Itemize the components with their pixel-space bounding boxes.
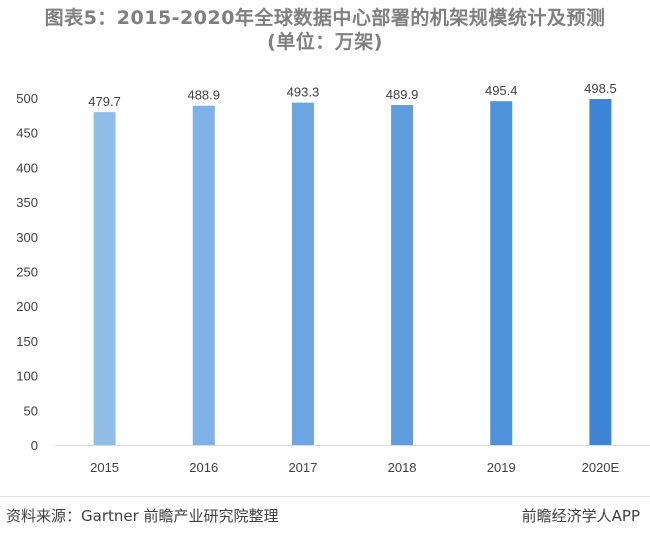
x-tick-label: 2018 [388, 460, 417, 475]
x-tick-label: 2017 [288, 460, 317, 475]
bar-2019 [490, 101, 513, 446]
y-tick-label: 200 [16, 299, 38, 314]
y-tick-label: 50 [24, 403, 38, 418]
data-label-2016: 488.9 [187, 88, 220, 103]
brand-watermark: 前瞻经济学人APP [521, 507, 640, 525]
y-tick-label: 150 [16, 334, 38, 349]
data-label-2017: 493.3 [287, 85, 320, 100]
y-tick-label: 0 [31, 438, 38, 453]
title-line: 图表5：2015-2020年全球数据中心部署的机架规模统计及预测 [44, 7, 606, 29]
source-note: 资料来源：Gartner 前瞻产业研究院整理 [6, 507, 279, 525]
x-tick-label: 2019 [487, 460, 516, 475]
data-label-2018: 489.9 [386, 87, 419, 102]
footer-divider [0, 496, 650, 497]
bar-2020E [589, 99, 612, 445]
bar-2017 [291, 102, 314, 445]
y-tick-label: 400 [16, 160, 38, 175]
bar-chart: 0 50 100 150 200 250 300 350 400 450 500 479.7 488.… [16, 81, 650, 475]
bar-2015 [93, 112, 116, 446]
data-label-2020E: 498.5 [584, 81, 617, 96]
y-tick-label: 450 [16, 126, 38, 141]
x-tick-label: 2016 [189, 460, 218, 475]
data-label-2019: 495.4 [485, 83, 518, 98]
subtitle-line: (单位：万架) [267, 31, 383, 53]
x-tick-label: 2015 [90, 460, 119, 475]
y-tick-label: 350 [16, 195, 38, 210]
y-tick-label: 500 [16, 91, 38, 106]
y-tick-label: 100 [16, 369, 38, 384]
y-tick-label: 250 [16, 265, 38, 280]
chart-title: 图表5：2015-2020年全球数据中心部署的机架规模统计及预测 (单位：万架) [0, 6, 650, 54]
x-axis: 2015 2016 2017 2018 2019 2020E [90, 460, 619, 475]
x-tick-label: 2020E [582, 460, 620, 475]
y-tick-label: 300 [16, 230, 38, 245]
bars: 479.7 488.9 493.3 489.9 495.4 498.5 [88, 81, 617, 446]
data-label-2015: 479.7 [88, 94, 121, 109]
bar-2018 [391, 105, 414, 445]
bar-2016 [192, 105, 215, 445]
y-axis: 0 50 100 150 200 250 300 350 400 450 500 [16, 91, 38, 453]
